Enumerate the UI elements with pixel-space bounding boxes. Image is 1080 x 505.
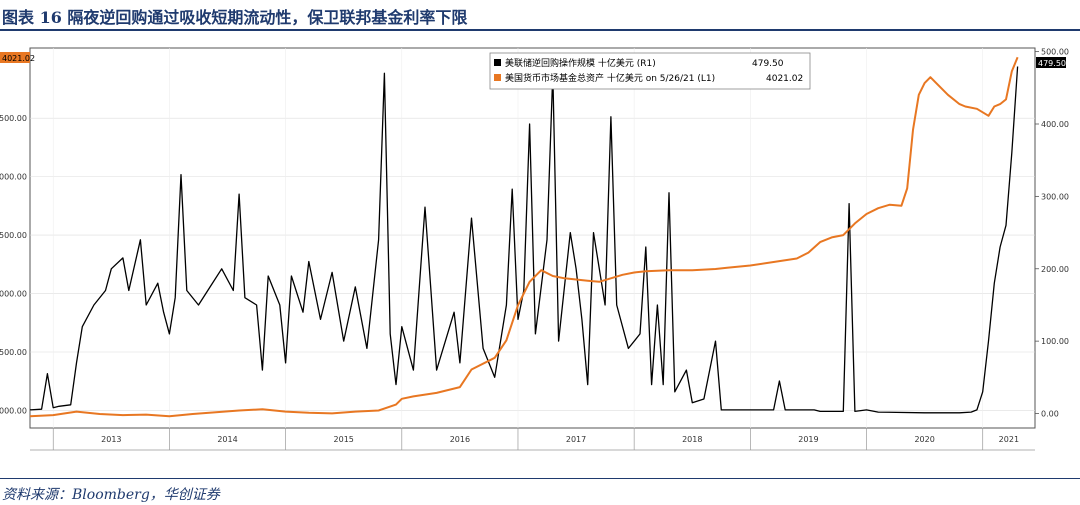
y-right-tick-label: 100.00 xyxy=(1041,337,1069,346)
current-value-right-badge xyxy=(1036,57,1066,68)
x-tick-label: 2021 xyxy=(999,435,1019,444)
legend: 美联储逆回购操作规模 十亿美元 (R1) 479.50 美国货币市场基金总资产 … xyxy=(489,52,811,90)
title-divider xyxy=(0,29,1080,31)
line-chart: 2013 2014 2015 2016 2017 2018 2019 2020 2021 100… xyxy=(0,47,1069,451)
y-left-tick-label: 2000.00 xyxy=(0,290,27,299)
chart-container: 2013 2014 2015 2016 2017 2018 2019 2020 2021 100… xyxy=(0,40,1080,480)
x-tick-label: 2015 xyxy=(334,435,354,444)
current-value-left-label: 4021.02 xyxy=(2,54,35,63)
y-right-tick-label: 400.00 xyxy=(1041,120,1069,129)
y-right-tick-label: 200.00 xyxy=(1041,265,1069,274)
y-right-tick-label: 500.00 xyxy=(1041,48,1069,57)
source-note: 资料来源：Bloomberg，华创证券 xyxy=(2,487,220,503)
x-tick-label: 2020 xyxy=(914,435,934,444)
x-tick-label: 2014 xyxy=(217,435,237,444)
y-left-tick-label: 3500.00 xyxy=(0,114,27,123)
legend-value-rrp: 479.50 xyxy=(752,59,784,69)
legend-label-mmf: 美国货币市场基金总资产 十亿美元 on 5/26/21 (L1) xyxy=(505,72,715,84)
current-value-left: 4021.02 xyxy=(0,52,35,63)
current-value-left-badge xyxy=(0,52,30,63)
series-layer xyxy=(29,56,1019,418)
x-tick-label: 2013 xyxy=(101,435,121,444)
x-axis: 2013 2014 2015 2016 2017 2018 2019 2020 2021 xyxy=(30,428,1035,451)
page-title: 图表 16 隔夜逆回购通过吸收短期流动性，保卫联邦基金利率下限 xyxy=(2,8,468,27)
current-value-right: 479.50 xyxy=(1036,57,1066,68)
legend-swatch-rrp xyxy=(494,59,501,66)
x-tick-label: 2018 xyxy=(682,435,702,444)
series-line-rrp xyxy=(29,66,1019,414)
current-value-right-label: 479.50 xyxy=(1038,59,1066,68)
x-tick-label: 2016 xyxy=(450,435,470,444)
y-right-tick-label: 0.00 xyxy=(1041,410,1059,419)
title-bar: 图表 16 隔夜逆回购通过吸收短期流动性，保卫联邦基金利率下限 xyxy=(0,0,1080,31)
y-left-tick-label: 2500.00 xyxy=(0,231,27,240)
legend-swatch-mmf xyxy=(494,74,501,81)
series-line-mmf xyxy=(29,56,1019,418)
footer-divider xyxy=(0,478,1080,479)
y-axis-right: 0.00 100.00 200.00 300.00 400.00 500.00 xyxy=(1035,48,1069,419)
legend-label-rrp: 美联储逆回购操作规模 十亿美元 (R1) xyxy=(505,57,656,69)
x-tick-label: 2019 xyxy=(798,435,818,444)
x-tick-label: 2017 xyxy=(566,435,586,444)
y-right-tick-label: 300.00 xyxy=(1041,192,1069,201)
legend-box xyxy=(489,52,811,90)
y-left-tick-label: 3000.00 xyxy=(0,173,27,182)
legend-value-mmf: 4021.02 xyxy=(766,74,803,84)
y-left-tick-label: 1500.00 xyxy=(0,348,27,357)
